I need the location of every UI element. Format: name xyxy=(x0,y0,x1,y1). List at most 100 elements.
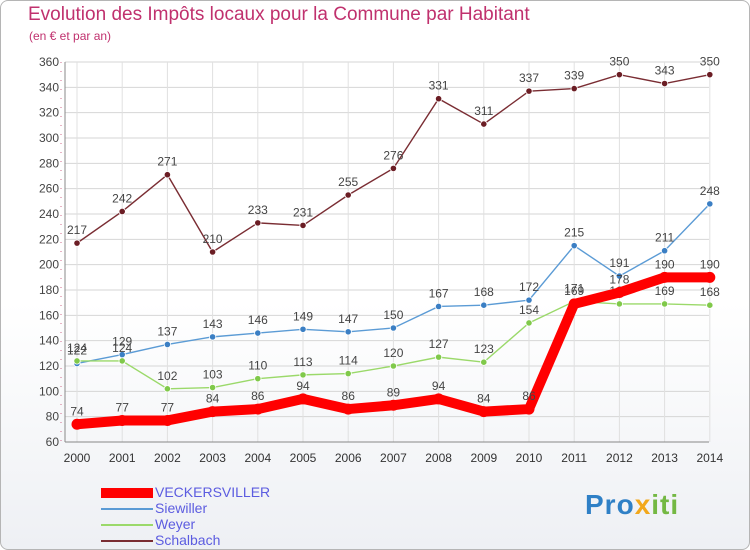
x-tick-label-2013: 2013 xyxy=(651,451,678,465)
point-siewiller-2011 xyxy=(570,242,578,250)
point-veckersviller-2009 xyxy=(478,406,490,418)
point-weyer-2007 xyxy=(389,362,397,370)
data-label-schalbach-2005: 231 xyxy=(293,205,313,219)
data-label-veckersviller-2014: 190 xyxy=(700,257,720,271)
point-schalbach-2008 xyxy=(434,95,443,103)
data-label-siewiller-2001: 129 xyxy=(112,335,132,349)
point-schalbach-2011 xyxy=(570,85,578,93)
legend-label-weyer: Weyer xyxy=(155,516,196,532)
data-label-siewiller-2000: 122 xyxy=(67,343,87,357)
point-schalbach-2000 xyxy=(73,239,81,247)
data-label-siewiller-2008: 167 xyxy=(429,286,449,300)
data-label-siewiller-2013: 211 xyxy=(655,231,674,245)
point-weyer-2005 xyxy=(299,371,307,379)
x-tick-label-2001: 2001 xyxy=(109,451,136,465)
point-veckersviller-2008 xyxy=(433,393,445,405)
data-label-siewiller-2006: 147 xyxy=(338,312,358,326)
point-siewiller-2008 xyxy=(434,302,443,311)
data-label-schalbach-2004: 233 xyxy=(248,203,268,217)
data-label-veckersviller-2008: 94 xyxy=(432,379,446,393)
point-siewiller-2007 xyxy=(389,324,397,332)
y-tick-label-200: 200 xyxy=(39,258,59,272)
x-tick-label-2009: 2009 xyxy=(470,451,497,465)
point-siewiller-2004 xyxy=(254,329,262,337)
point-weyer-2008 xyxy=(434,353,443,361)
data-label-schalbach-2007: 276 xyxy=(383,148,403,162)
point-veckersviller-2012 xyxy=(613,287,625,299)
point-veckersviller-2003 xyxy=(207,406,219,418)
chart-title: Evolution des Impôts locaux pour la Comm… xyxy=(28,4,530,25)
point-siewiller-2002 xyxy=(163,340,171,349)
data-label-weyer-2013: 169 xyxy=(655,284,675,298)
data-label-weyer-2007: 120 xyxy=(383,346,403,360)
data-label-veckersviller-2005: 94 xyxy=(296,379,310,393)
data-label-schalbach-2008: 331 xyxy=(429,79,449,93)
y-tick-label-160: 160 xyxy=(39,308,59,322)
point-schalbach-2003 xyxy=(209,248,217,256)
point-schalbach-2009 xyxy=(480,120,488,128)
data-label-siewiller-2014: 248 xyxy=(700,184,720,198)
y-tick-label-260: 260 xyxy=(39,182,59,196)
data-label-weyer-2003: 103 xyxy=(203,368,223,382)
y-tick-label-180: 180 xyxy=(39,283,59,297)
data-label-weyer-2006: 114 xyxy=(339,354,358,368)
point-schalbach-2014 xyxy=(706,71,714,79)
point-schalbach-2001 xyxy=(118,207,126,216)
data-label-siewiller-2011: 215 xyxy=(564,226,584,240)
x-tick-label-2004: 2004 xyxy=(244,451,271,465)
x-tick-label-2010: 2010 xyxy=(516,451,543,465)
x-tick-label-2008: 2008 xyxy=(425,451,452,465)
point-weyer-2000 xyxy=(73,357,81,365)
data-label-schalbach-2014: 350 xyxy=(700,55,720,69)
data-label-siewiller-2002: 137 xyxy=(157,324,177,338)
y-tick-label-220: 220 xyxy=(39,232,59,246)
data-label-schalbach-2010: 337 xyxy=(519,71,539,85)
data-label-siewiller-2009: 168 xyxy=(474,285,494,299)
point-weyer-2009 xyxy=(480,358,488,366)
x-tick-label-2011: 2011 xyxy=(561,451,587,465)
data-label-weyer-2000: 124 xyxy=(67,341,87,355)
point-schalbach-2012 xyxy=(615,71,624,79)
y-tick-label-320: 320 xyxy=(39,106,59,120)
brand-part-2: x xyxy=(634,489,652,520)
data-label-schalbach-2012: 350 xyxy=(609,55,629,69)
point-veckersviller-2004 xyxy=(252,403,264,415)
x-tick-label-2007: 2007 xyxy=(380,451,407,465)
x-tick-label-2002: 2002 xyxy=(154,451,181,465)
data-label-weyer-2004: 110 xyxy=(248,359,267,373)
point-veckersviller-2002 xyxy=(161,414,173,426)
legend-label-veckersviller: VECKERSVILLER xyxy=(155,484,271,500)
data-label-weyer-2002: 102 xyxy=(157,369,177,383)
point-schalbach-2007 xyxy=(389,164,397,172)
point-weyer-2002 xyxy=(163,385,171,393)
legend-label-siewiller: Siewiller xyxy=(155,500,208,516)
point-siewiller-2014 xyxy=(706,200,714,208)
point-weyer-2014 xyxy=(706,301,714,309)
data-label-siewiller-2007: 150 xyxy=(383,308,403,322)
data-label-veckersviller-2004: 86 xyxy=(251,389,265,403)
point-veckersviller-2010 xyxy=(523,403,535,415)
data-label-siewiller-2005: 149 xyxy=(293,309,313,323)
point-veckersviller-2006 xyxy=(342,403,354,415)
data-label-veckersviller-2010: 86 xyxy=(522,389,536,403)
data-label-weyer-2005: 113 xyxy=(293,355,312,369)
point-schalbach-2010 xyxy=(525,87,533,95)
data-label-veckersviller-2009: 84 xyxy=(477,392,491,406)
point-weyer-2001 xyxy=(118,357,126,365)
chart-subtitle: (en € et par an) xyxy=(29,29,112,43)
data-label-weyer-2011: 171 xyxy=(564,281,584,295)
point-schalbach-2004 xyxy=(254,219,262,227)
data-label-schalbach-2011: 339 xyxy=(564,69,584,83)
data-label-weyer-2001: 124 xyxy=(112,341,132,355)
data-label-veckersviller-2013: 190 xyxy=(655,257,675,271)
data-label-veckersviller-2007: 89 xyxy=(387,385,401,399)
y-tick-label-240: 240 xyxy=(39,207,59,221)
point-veckersviller-2013 xyxy=(659,271,671,283)
data-label-schalbach-2006: 255 xyxy=(338,175,358,189)
legend-swatch-veckersviller xyxy=(101,488,153,498)
point-veckersviller-2000 xyxy=(71,418,83,430)
legend-label-schalbach: Schalbach xyxy=(155,532,221,548)
data-label-siewiller-2012: 191 xyxy=(609,256,629,270)
x-tick-label-2005: 2005 xyxy=(290,451,317,465)
